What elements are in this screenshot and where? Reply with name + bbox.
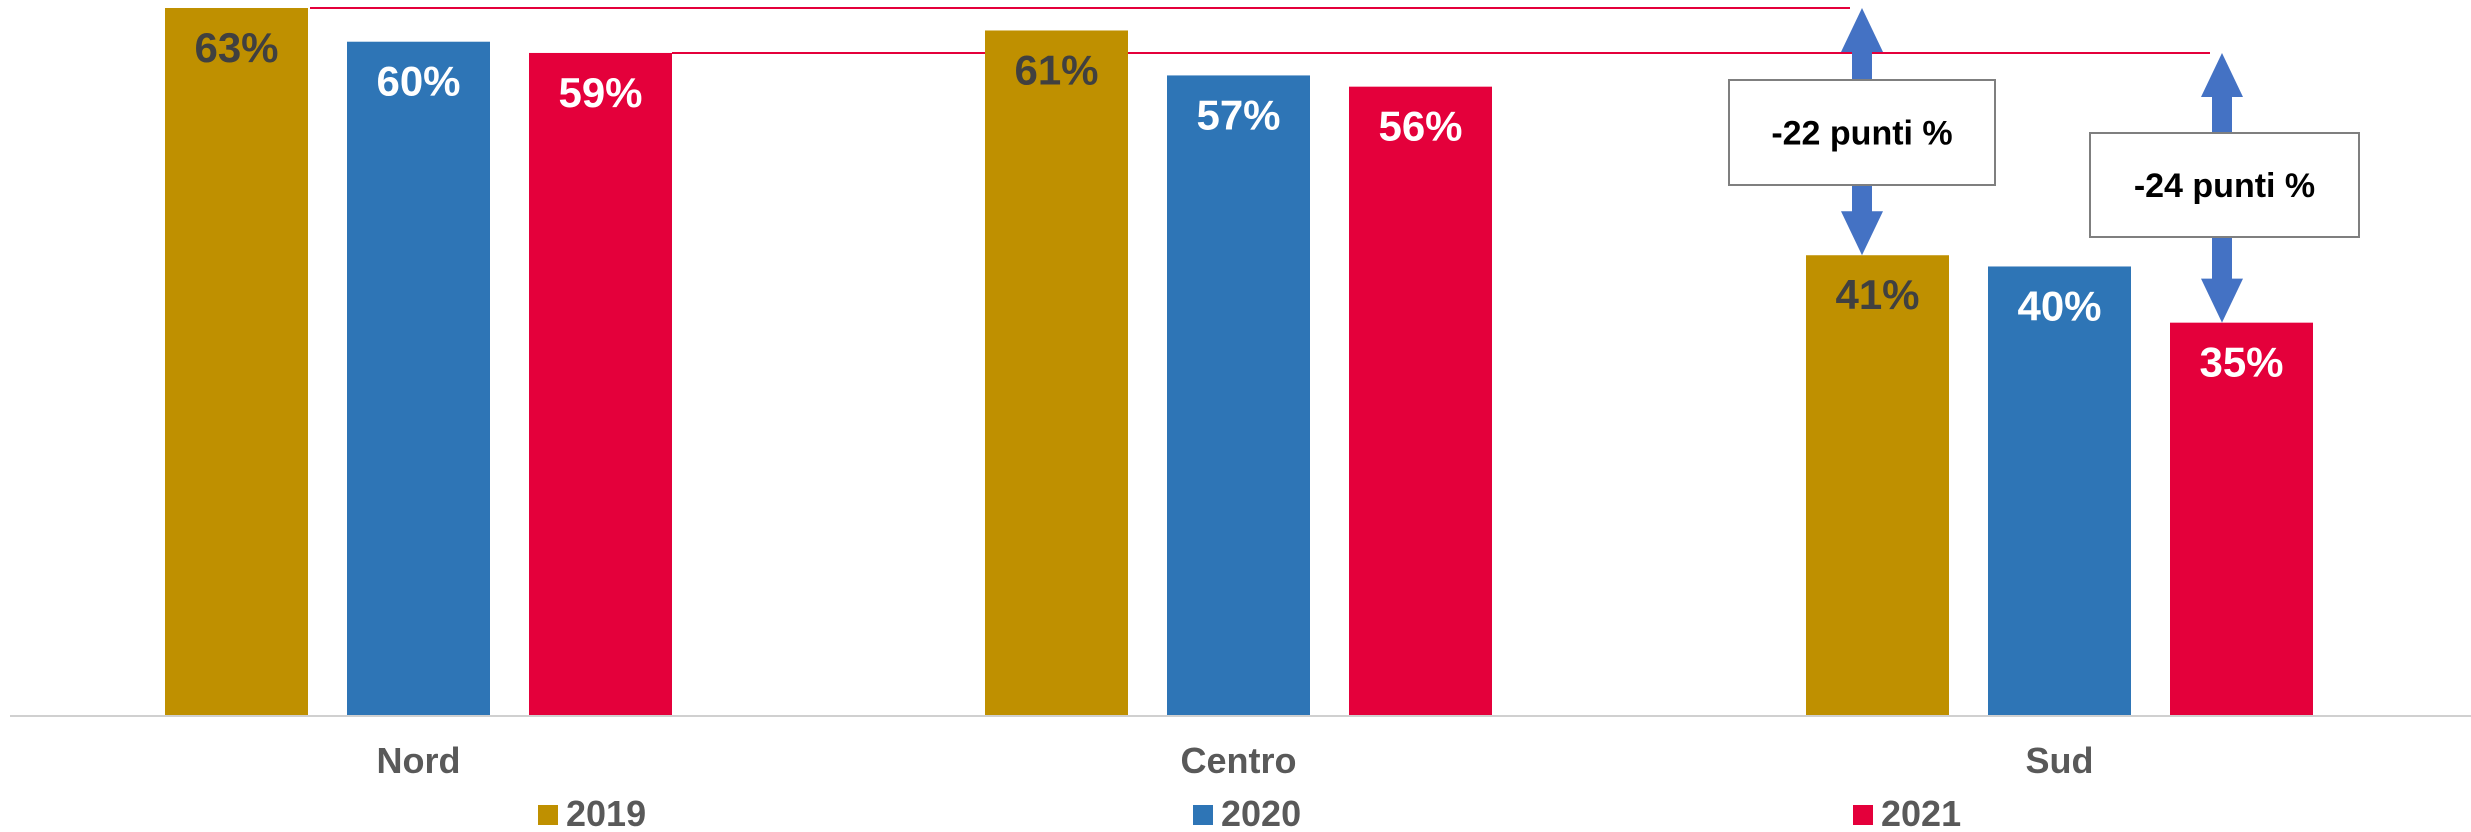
legend-swatch-2021: [1853, 805, 1873, 825]
annotation-arrow-down-2: [2201, 278, 2243, 323]
reference-lines: [310, 7, 2210, 54]
category-label-sud: Sud: [2026, 740, 2094, 781]
value-label-centro-2020: 57%: [1196, 91, 1280, 138]
value-label-sud-2019: 41%: [1835, 271, 1919, 318]
value-labels: 63% 61% 41% 60% 57% 40% 59% 56% 35%: [194, 24, 2283, 386]
annotation-arrow-down-1: [1841, 211, 1883, 256]
value-label-nord-2019: 63%: [194, 24, 278, 71]
value-label-nord-2021: 59%: [558, 69, 642, 116]
annotations: -22 punti % -24 punti %: [1728, 8, 2360, 323]
legend-label-2021: 2021: [1881, 793, 1961, 832]
annotation-arrow-up-2: [2201, 52, 2243, 97]
bar-centro-2019: [985, 30, 1128, 716]
bar-centro-2020: [1167, 75, 1310, 716]
bar-sud-2020: [1988, 266, 2131, 716]
bars: [165, 8, 2313, 716]
category-label-nord: Nord: [377, 740, 461, 781]
annotation-text-2: -24 punti %: [2134, 167, 2315, 205]
bar-nord-2020: [347, 41, 490, 716]
value-label-sud-2021: 35%: [2199, 339, 2283, 386]
legend-swatch-2020: [1193, 805, 1213, 825]
bar-nord-2019: [165, 8, 308, 716]
legend-swatch-2019: [538, 805, 558, 825]
annotation-arrow-up-1: [1841, 8, 1883, 52]
value-label-centro-2019: 61%: [1014, 46, 1098, 93]
annotation-box-1: [1728, 79, 1996, 186]
legend-label-2019: 2019: [566, 793, 646, 832]
value-label-nord-2020: 60%: [376, 58, 460, 105]
legend-label-2020: 2020: [1221, 793, 1301, 832]
bar-sud-2021: [2170, 322, 2313, 716]
category-labels: Nord Centro Sud: [377, 740, 2094, 781]
bar-sud-2019: [1806, 255, 1949, 716]
bar-nord-2021: [529, 52, 672, 716]
value-label-sud-2020: 40%: [2017, 282, 2101, 329]
annotation-box-2: [2089, 132, 2360, 238]
annotation-text-1: -22 punti %: [1771, 115, 1952, 153]
legend: 2019 2020 2021: [538, 793, 1961, 832]
value-label-centro-2021: 56%: [1378, 103, 1462, 150]
category-label-centro: Centro: [1181, 740, 1297, 781]
bar-centro-2021: [1349, 86, 1492, 716]
